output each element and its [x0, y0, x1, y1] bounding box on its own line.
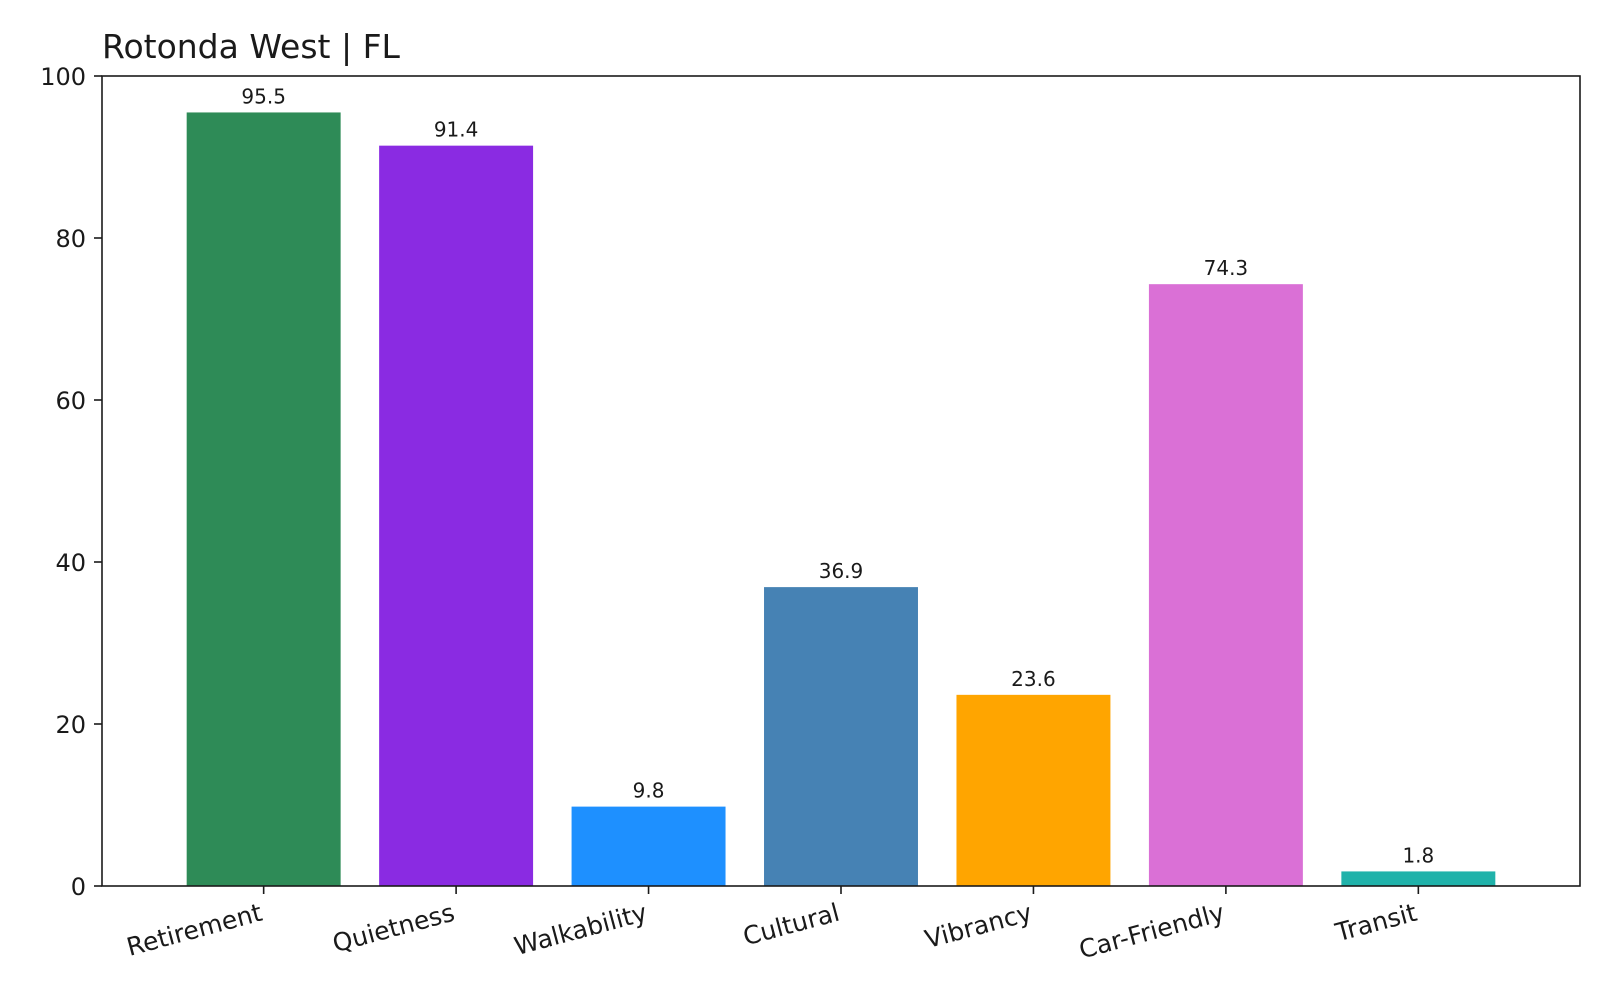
value-label-retirement: 95.5 [241, 84, 286, 108]
x-tick-label-retirement: Retirement [124, 898, 266, 962]
y-tick-label: 20 [55, 711, 86, 739]
y-axis: 0 20 40 60 80 100 [40, 63, 102, 901]
value-label-transit: 1.8 [1402, 843, 1434, 867]
x-tick-label-transit: Transit [1331, 898, 1420, 948]
bar-transit [1341, 871, 1496, 886]
x-tick-label-car-friendly: Car-Friendly [1076, 898, 1228, 965]
bar-retirement [186, 112, 341, 886]
x-axis: Retirement Quietness Walkability Cultural Vi… [124, 886, 1420, 965]
plot-frame [101, 75, 1581, 887]
x-tick-label-quietness: Quietness [329, 898, 457, 958]
bar-walkability [571, 806, 726, 886]
y-tick-label: 60 [55, 387, 86, 415]
value-label-vibrancy: 23.6 [1011, 667, 1056, 691]
bars-group [186, 112, 1496, 886]
x-tick-label-vibrancy: Vibrancy [922, 898, 1035, 954]
y-tick-label: 0 [71, 873, 86, 901]
value-label-car-friendly: 74.3 [1204, 256, 1249, 280]
bar-car-friendly [1148, 284, 1303, 886]
x-tick-label-cultural: Cultural [740, 898, 843, 951]
y-tick-label: 40 [55, 549, 86, 577]
y-tick-label: 80 [55, 225, 86, 253]
bar-quietness [379, 145, 534, 886]
bar-cultural [764, 587, 918, 886]
value-label-cultural: 36.9 [819, 559, 864, 583]
x-tick-label-walkability: Walkability [511, 898, 650, 961]
y-tick-label: 100 [40, 63, 86, 91]
chart-title: Rotonda West | FL [102, 27, 401, 66]
value-labels-group: 95.5 91.4 9.8 36.9 23.6 74.3 1.8 [241, 84, 1434, 867]
bar-vibrancy [956, 694, 1111, 886]
value-label-quietness: 91.4 [434, 118, 479, 142]
value-label-walkability: 9.8 [633, 779, 665, 803]
